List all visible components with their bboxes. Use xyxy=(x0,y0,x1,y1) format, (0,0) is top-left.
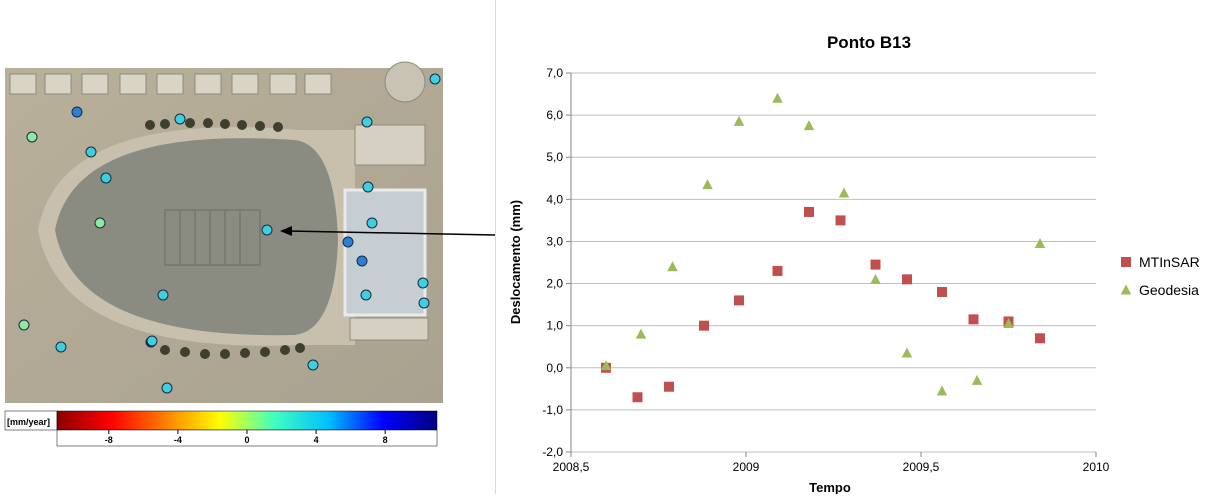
arrow-line xyxy=(287,230,496,236)
map-point xyxy=(85,146,97,158)
map-point xyxy=(157,289,169,301)
data-point-square xyxy=(664,381,674,392)
colorbar-tick-label: 8 xyxy=(383,435,388,445)
y-tick-label: 5,0 xyxy=(546,150,563,164)
data-point-square xyxy=(902,274,912,285)
data-point-triangle xyxy=(733,115,745,126)
y-tick-label: 6,0 xyxy=(546,108,563,122)
chart-tick-labels: -2,0 -1,0 0,0 1,0 2,0 3,0 4,0 5,0 6,0 7,0 2008,5 20… xyxy=(542,66,1109,474)
y-tick-label: 7,0 xyxy=(546,66,563,80)
map-point xyxy=(71,106,83,118)
chart-gridlines xyxy=(571,72,1096,453)
map-point xyxy=(174,113,186,125)
colorbar-tick-label: -8 xyxy=(105,435,113,445)
y-tick-label: 3,0 xyxy=(546,234,563,248)
data-point-square xyxy=(734,295,744,306)
data-point-square xyxy=(804,206,814,217)
data-point-square xyxy=(1035,333,1045,344)
data-point-triangle xyxy=(901,347,913,358)
data-point-triangle xyxy=(936,385,948,396)
data-point-triangle xyxy=(838,187,850,198)
map-water-body xyxy=(55,138,338,336)
colorbar-ticks: -8 -4 0 4 8 xyxy=(105,430,388,445)
data-point-square xyxy=(937,286,947,297)
data-point-triangle xyxy=(1003,318,1014,329)
x-axis-label: Tempo xyxy=(809,480,851,494)
data-point-square xyxy=(835,215,846,226)
chart-title: Ponto B13 xyxy=(827,33,911,52)
series-geodesia xyxy=(600,92,1046,396)
legend-marker xyxy=(1121,257,1131,267)
y-axis-label: Deslocamento (mm) xyxy=(508,200,523,324)
colorbar-tick-label: -4 xyxy=(174,435,182,445)
data-point-square xyxy=(968,314,979,325)
y-tick-label: 0,0 xyxy=(546,361,563,375)
map-point xyxy=(146,335,158,347)
legend-label: Geodesia xyxy=(1139,282,1199,298)
legend-marker xyxy=(1120,284,1132,295)
data-point-triangle xyxy=(635,328,647,339)
satellite-map: [mm/year] -8 -4 0 4 8 xyxy=(4,61,496,447)
colorbar xyxy=(56,410,438,431)
series-mtinsar xyxy=(601,206,1045,403)
y-tick-label: 2,0 xyxy=(546,277,563,291)
chart-axes xyxy=(566,72,1097,457)
map-point xyxy=(362,181,374,193)
data-point-square xyxy=(772,265,783,276)
chart-marks xyxy=(600,92,1046,403)
chart-legend: MTInSAR Geodesia xyxy=(1120,254,1200,298)
map-point xyxy=(100,172,112,184)
map-points xyxy=(18,73,441,394)
map-water-structures xyxy=(164,209,261,266)
y-tick-label: -1,0 xyxy=(542,403,563,417)
data-point-triangle xyxy=(667,261,678,272)
map-panel: [mm/year] -8 -4 0 4 8 xyxy=(0,0,496,494)
chart-panel: Ponto B13 Deslocamento (mm) Tempo -2,0 -1… xyxy=(495,0,1220,495)
x-tick-label: 2008,5 xyxy=(553,460,590,474)
data-point-triangle xyxy=(971,374,983,385)
data-point-triangle xyxy=(600,360,612,371)
data-point-square xyxy=(870,259,881,270)
colorbar-tick-label: 4 xyxy=(314,435,319,445)
map-point xyxy=(418,297,430,309)
colorbar-tick-label: 0 xyxy=(244,435,249,445)
map-point xyxy=(366,217,378,229)
data-point-square xyxy=(632,392,643,403)
map-point xyxy=(261,224,273,236)
colorbar-unit-label: [mm/year] xyxy=(7,417,50,427)
map-point xyxy=(94,217,106,229)
y-tick-label: 1,0 xyxy=(546,319,563,333)
x-tick-label: 2010 xyxy=(1083,460,1110,474)
data-point-triangle xyxy=(702,179,713,190)
map-building-lower xyxy=(349,317,429,341)
data-point-triangle xyxy=(1034,238,1046,249)
map-point xyxy=(417,277,429,289)
map-point xyxy=(161,382,173,394)
data-point-square xyxy=(699,320,709,331)
map-building-large xyxy=(343,188,427,317)
map-point xyxy=(55,341,67,353)
map-point xyxy=(429,73,441,85)
map-roundabout xyxy=(384,61,426,103)
y-tick-label: -2,0 xyxy=(542,445,563,459)
legend-label: MTInSAR xyxy=(1139,254,1200,270)
map-point xyxy=(356,255,368,267)
y-tick-label: 4,0 xyxy=(546,192,563,206)
map-point xyxy=(307,359,319,371)
map-building-upper xyxy=(354,124,426,166)
arrow-head xyxy=(280,226,292,236)
data-point-triangle xyxy=(803,120,815,131)
map-point xyxy=(18,319,30,331)
map-point xyxy=(361,116,373,128)
map-trees xyxy=(145,118,305,359)
scatter-chart: Ponto B13 Deslocamento (mm) Tempo -2,0 -1… xyxy=(508,33,1200,495)
map-buildings-top xyxy=(9,73,332,95)
data-point-triangle xyxy=(870,273,881,284)
x-tick-label: 2009,5 xyxy=(903,460,940,474)
map-point xyxy=(342,236,354,248)
map-point xyxy=(360,289,372,301)
map-point xyxy=(26,131,38,143)
x-tick-label: 2009 xyxy=(733,460,760,474)
data-point-triangle xyxy=(772,92,783,103)
